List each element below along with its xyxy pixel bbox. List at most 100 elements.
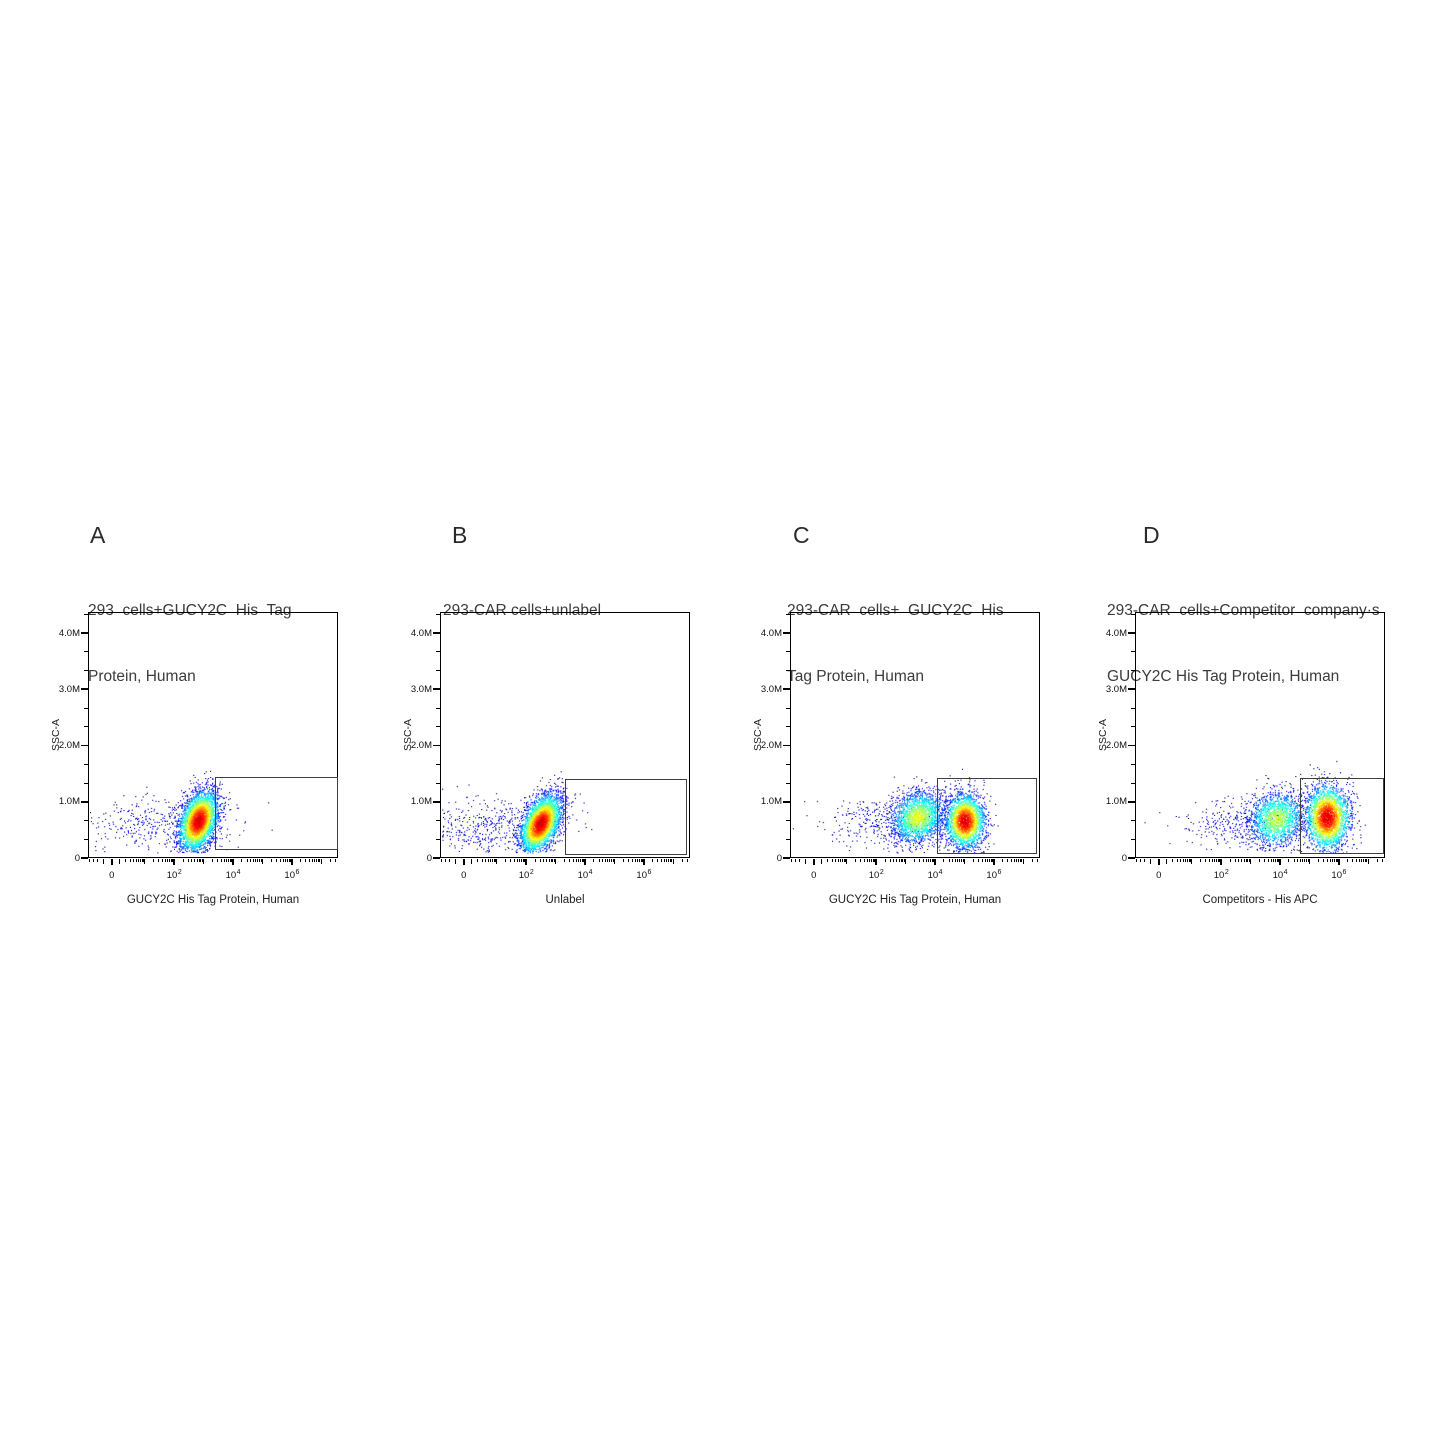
tick-mark: [1241, 859, 1243, 862]
y-tick-label: 3.0M: [1105, 683, 1127, 695]
tick-mark: [666, 859, 668, 862]
tick-mark: [785, 838, 790, 840]
flow-plot-panel-c: C 293-CAR cells+ GUCY2C His Tag Protein,…: [752, 520, 1110, 930]
tick-mark: [931, 859, 933, 862]
tick-mark: [578, 859, 580, 862]
tick-mark: [1130, 838, 1135, 840]
tick-mark: [584, 859, 586, 865]
tick-mark: [611, 859, 613, 862]
plot-frame: [88, 612, 338, 858]
tick-mark: [900, 859, 902, 862]
tick-mark: [564, 859, 566, 862]
tick-mark: [169, 859, 171, 862]
tick-mark: [831, 859, 833, 862]
tick-mark: [1337, 859, 1339, 862]
tick-mark: [993, 859, 995, 865]
tick-mark: [1304, 859, 1306, 862]
tick-mark: [1216, 859, 1218, 862]
tick-mark: [81, 800, 88, 803]
tick-mark: [1331, 859, 1333, 862]
tick-mark: [1333, 859, 1335, 862]
tick-mark: [1338, 859, 1340, 865]
tick-mark: [919, 859, 921, 862]
tick-mark: [1248, 859, 1250, 862]
tick-mark: [598, 859, 600, 862]
tick-mark: [172, 859, 174, 862]
tick-mark: [1150, 859, 1152, 864]
tick-mark: [441, 859, 443, 862]
tick-mark: [1367, 859, 1369, 864]
tick-mark: [309, 859, 311, 862]
tick-mark: [669, 859, 671, 862]
tick-mark: [164, 859, 166, 862]
tick-mark: [141, 859, 143, 862]
tick-mark: [791, 859, 793, 862]
tick-mark: [435, 820, 440, 821]
tick-mark: [794, 859, 796, 862]
tick-mark: [1381, 859, 1383, 862]
tick-mark: [433, 857, 440, 859]
tick-mark: [1011, 859, 1013, 862]
tick-mark: [1200, 859, 1202, 862]
tick-mark: [1275, 859, 1277, 862]
tick-mark: [785, 613, 790, 615]
y-axis-label: SSC-A: [402, 718, 414, 752]
tick-mark: [543, 859, 545, 862]
tick-mark: [1306, 859, 1308, 862]
tick-mark: [83, 670, 88, 672]
tick-mark: [505, 859, 507, 862]
tick-mark: [864, 859, 866, 862]
tick-mark: [1323, 859, 1325, 862]
tick-mark: [1176, 859, 1178, 862]
tick-mark: [83, 838, 88, 840]
tick-mark: [902, 859, 904, 862]
tick-mark: [1317, 859, 1319, 862]
tick-mark: [334, 859, 336, 862]
tick-mark: [1264, 859, 1266, 862]
tick-mark: [81, 857, 88, 859]
tick-mark: [1250, 859, 1252, 864]
tick-mark: [1347, 859, 1349, 862]
tick-mark: [783, 857, 790, 859]
tick-mark: [827, 859, 829, 862]
tick-mark: [471, 859, 473, 864]
tick-mark: [135, 859, 137, 862]
tick-mark: [110, 859, 113, 865]
tick-mark: [841, 859, 843, 862]
tick-mark: [785, 707, 790, 709]
tick-mark: [866, 859, 868, 862]
tick-mark: [510, 859, 512, 862]
tick-mark: [282, 859, 284, 862]
tick-mark: [455, 859, 457, 864]
tick-mark: [1211, 859, 1213, 862]
tick-mark: [1130, 763, 1135, 765]
tick-mark: [934, 859, 936, 865]
tick-mark: [959, 859, 961, 862]
tick-mark: [539, 859, 541, 862]
tick-mark: [1018, 859, 1020, 862]
x-tick-label: 106: [986, 868, 1002, 882]
tick-mark: [449, 859, 451, 862]
tick-mark: [1182, 859, 1184, 862]
tick-mark: [622, 859, 624, 862]
tick-mark: [220, 859, 222, 862]
y-tick-label: 3.0M: [58, 683, 80, 695]
y-tick-label: 4.0M: [410, 627, 432, 639]
tick-mark: [1288, 859, 1290, 862]
tick-mark: [1022, 859, 1024, 864]
plot-region: SSC-A 0 102 104 106 0 1.0M 2.0M 3.0M 4.0M Unlabe…: [402, 612, 690, 906]
tick-mark: [548, 859, 550, 862]
tick-mark: [552, 859, 554, 862]
tick-mark: [1205, 859, 1207, 862]
tick-mark: [496, 859, 498, 864]
tick-mark: [291, 859, 293, 865]
tick-mark: [1279, 859, 1281, 865]
tick-mark: [1361, 859, 1363, 862]
tick-mark: [198, 859, 200, 862]
tick-mark: [905, 859, 907, 864]
tick-mark: [1130, 651, 1135, 653]
tick-mark: [1356, 859, 1358, 862]
tick-mark: [893, 859, 895, 862]
tick-mark: [133, 859, 135, 862]
tick-mark: [1352, 859, 1354, 862]
